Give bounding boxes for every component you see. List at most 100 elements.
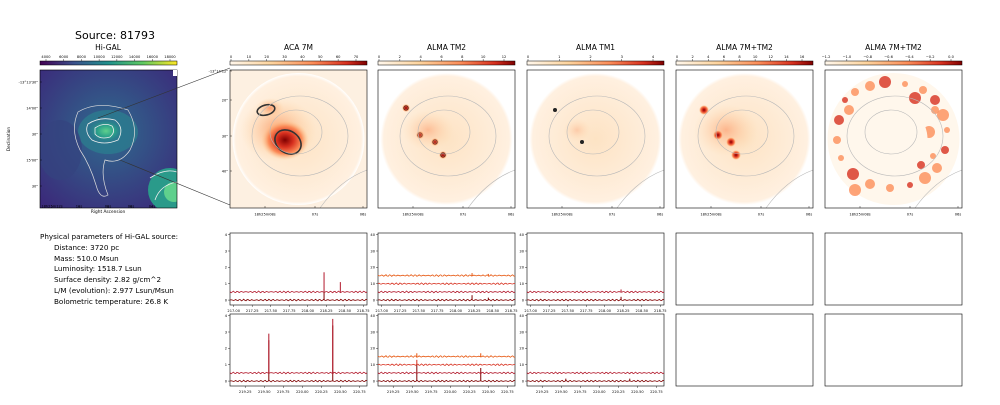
spectrum-x-tick-label: 220.00 xyxy=(444,390,457,394)
alma-colorbar-tick-label: −0.2 xyxy=(926,55,935,59)
alma-x-tick-label: 07s xyxy=(312,213,319,217)
alma-colorbar-tick-label: 6 xyxy=(440,55,443,59)
spectrum-x-tick-label: 217.75 xyxy=(431,309,444,313)
higal-panel: Hi-GAL 4000 6000 8000 10000 12000 14000 16000 1… xyxy=(6,43,231,215)
physical-parameters: Physical parameters of Hi-GAL source: Di… xyxy=(40,232,178,308)
alma-x-tick-label: 06s xyxy=(806,213,813,217)
spectrum-x-tick-label: 217.25 xyxy=(246,309,259,313)
alma-colorbar-tick-label: −0.8 xyxy=(863,55,872,59)
spectrum-x-tick-label: 217.25 xyxy=(394,309,407,313)
spectrum-y-tick-label: 2 xyxy=(225,347,227,351)
higal-colorbar-tick-label: 18000 xyxy=(164,55,176,59)
alma-x-tick-label: 18h25m08s xyxy=(849,213,870,217)
empty-spectrum-axes xyxy=(824,232,963,306)
higal-y-tick-label: 14'00" xyxy=(26,107,38,111)
spectrum-series-0 xyxy=(526,379,665,383)
higal-x-tick-label: 08s xyxy=(105,205,112,209)
alma-colorbar-tick-label: 60 xyxy=(336,55,341,59)
alma-colorbar-tick-label: 10 xyxy=(481,55,486,59)
spectrum-series-0 xyxy=(377,379,516,383)
spectrum-y-tick-label: 20 xyxy=(519,266,524,270)
spectrum-y-tick-label: 0 xyxy=(225,298,228,302)
spectrum-x-tick-label: 220.75 xyxy=(353,390,366,394)
spectrum-x-tick-label: 220.75 xyxy=(650,390,663,394)
alma-colorbar-tick-label: 30 xyxy=(282,55,287,59)
higal-y-tick-label: 30" xyxy=(32,133,39,137)
spectrum-axes: 219.25 219.50 219.75 220.00 220.25 220.50 220.… xyxy=(370,313,516,394)
spectrum-y-tick-label: 0 xyxy=(373,298,376,302)
spectrum-y-tick-label: 10 xyxy=(519,282,524,286)
spectrum-x-tick-label: 219.25 xyxy=(536,390,549,394)
higal-x-tick-label: 04s xyxy=(149,205,156,209)
spectrum-series-2 xyxy=(377,282,516,286)
spectrum-axes: 217.00 217.25 217.50 217.75 218.00 218.25 218.… xyxy=(519,232,667,313)
higal-colorbar-ticks: 4000 6000 8000 10000 12000 14000 16000 18000 xyxy=(41,55,176,61)
alma-x-tick-label: 07s xyxy=(907,213,914,217)
spectrum-x-tick-label: 219.25 xyxy=(387,390,400,394)
alma-colorbar-tick-label: 10 xyxy=(247,55,252,59)
alma-panel-title: ALMA TM1 xyxy=(576,43,615,52)
alma-panel-3: ALMA TM1 0 1 2 3 4 18h25m08s 07s 06s xyxy=(526,43,665,217)
spectrum-series-0 xyxy=(229,379,368,383)
spectrum-x-tick-label: 218.75 xyxy=(654,309,667,313)
higal-colorbar-tick-label: 10000 xyxy=(93,55,105,59)
alma-colorbar xyxy=(229,60,368,66)
alma-x-tick-label: 07s xyxy=(609,213,616,217)
alma-colorbar-tick-label: −1.2 xyxy=(822,55,831,59)
alma-colorbar-tick-label: 1 xyxy=(558,55,560,59)
higal-colorbar-tick-label: 12000 xyxy=(111,55,123,59)
spectrum-x-tick-label: 217.75 xyxy=(283,309,296,313)
spectrum-x-tick-label: 217.00 xyxy=(524,309,537,313)
alma-colorbar-tick-label: 2 xyxy=(691,55,693,59)
spectrum-x-tick-label: 220.50 xyxy=(482,390,495,394)
higal-y-ticks: -13°13'30" 14'00" 30" 15'00" 30" xyxy=(19,81,42,189)
alma-colorbar-tick-label: −1.0 xyxy=(842,55,851,59)
alma-colorbar-tick-label: 2 xyxy=(589,55,591,59)
alma-panel-title: ALMA 7M+TM2 xyxy=(716,43,773,52)
alma-x-tick-label: 06s xyxy=(508,213,515,217)
alma-colorbar-tick-label: −0.4 xyxy=(905,55,914,59)
physical-bolometric-temperature: Bolometric temperature: 26.8 K xyxy=(54,296,169,306)
alma-x-tick-label: 06s xyxy=(360,213,367,217)
spectrum-x-tick-label: 218.00 xyxy=(449,309,462,313)
physical-heading: Physical parameters of Hi-GAL source: xyxy=(40,232,179,241)
spectrum-x-tick-label: 218.00 xyxy=(598,309,611,313)
alma-x-tick-label: 18h25m08s xyxy=(551,213,572,217)
spectrum-x-tick-label: 219.50 xyxy=(258,390,271,394)
spectrum-series-2 xyxy=(377,363,516,367)
alma-colorbar-tick-label: −0.6 xyxy=(884,55,893,59)
alma-x-tick-label: 07s xyxy=(460,213,467,217)
higal-title: Hi-GAL xyxy=(95,43,122,52)
spectrum-y-tick-label: 1 xyxy=(225,282,227,286)
spectrum-x-tick-label: 217.50 xyxy=(412,309,425,313)
spectrum-x-tick-label: 220.50 xyxy=(334,390,347,394)
higal-x-tick-label: 06s xyxy=(128,205,135,209)
higal-y-tick-label: 15'00" xyxy=(26,159,38,163)
spectrum-series-1 xyxy=(377,371,516,375)
higal-y-tick-label: 30" xyxy=(32,185,39,189)
empty-spectrum-axes xyxy=(675,232,814,306)
spectrum-y-tick-label: 0 xyxy=(522,298,525,302)
spectrum-y-tick-label: 2 xyxy=(225,266,227,270)
physical-mass: Mass: 510.0 Msun xyxy=(54,253,119,263)
alma-colorbar-tick-label: 4 xyxy=(420,55,423,59)
spectrum-x-tick-label: 220.75 xyxy=(501,390,514,394)
alma-colorbar-tick-label: 14 xyxy=(784,55,789,59)
alma-colorbar-tick-label: 12 xyxy=(502,55,507,59)
spectrum-x-tick-label: 217.00 xyxy=(227,309,240,313)
spectrum-y-tick-label: 3 xyxy=(225,330,227,334)
alma-colorbar-tick-label: 2 xyxy=(399,55,401,59)
spectrum-y-tick-label: 20 xyxy=(519,347,524,351)
spectrum-series-3 xyxy=(377,355,515,358)
spectrum-y-tick-label: 20 xyxy=(370,347,375,351)
alma-y-tick-label: 40" xyxy=(222,170,229,174)
spectrum-x-tick-label: 219.75 xyxy=(277,390,290,394)
spectrum-x-tick-label: 217.50 xyxy=(561,309,574,313)
higal-colorbar-tick-label: 6000 xyxy=(59,55,69,59)
alma-colorbar-tick-label: 12 xyxy=(768,55,773,59)
spectrum-x-tick-label: 218.75 xyxy=(505,309,518,313)
spectrum-series-3 xyxy=(377,274,515,277)
alma-panel-2: ALMA TM2 0 2 4 6 8 10 12 18h25m08s 07s 06s xyxy=(377,43,516,217)
higal-colorbar-tick-label: 14000 xyxy=(129,55,141,59)
